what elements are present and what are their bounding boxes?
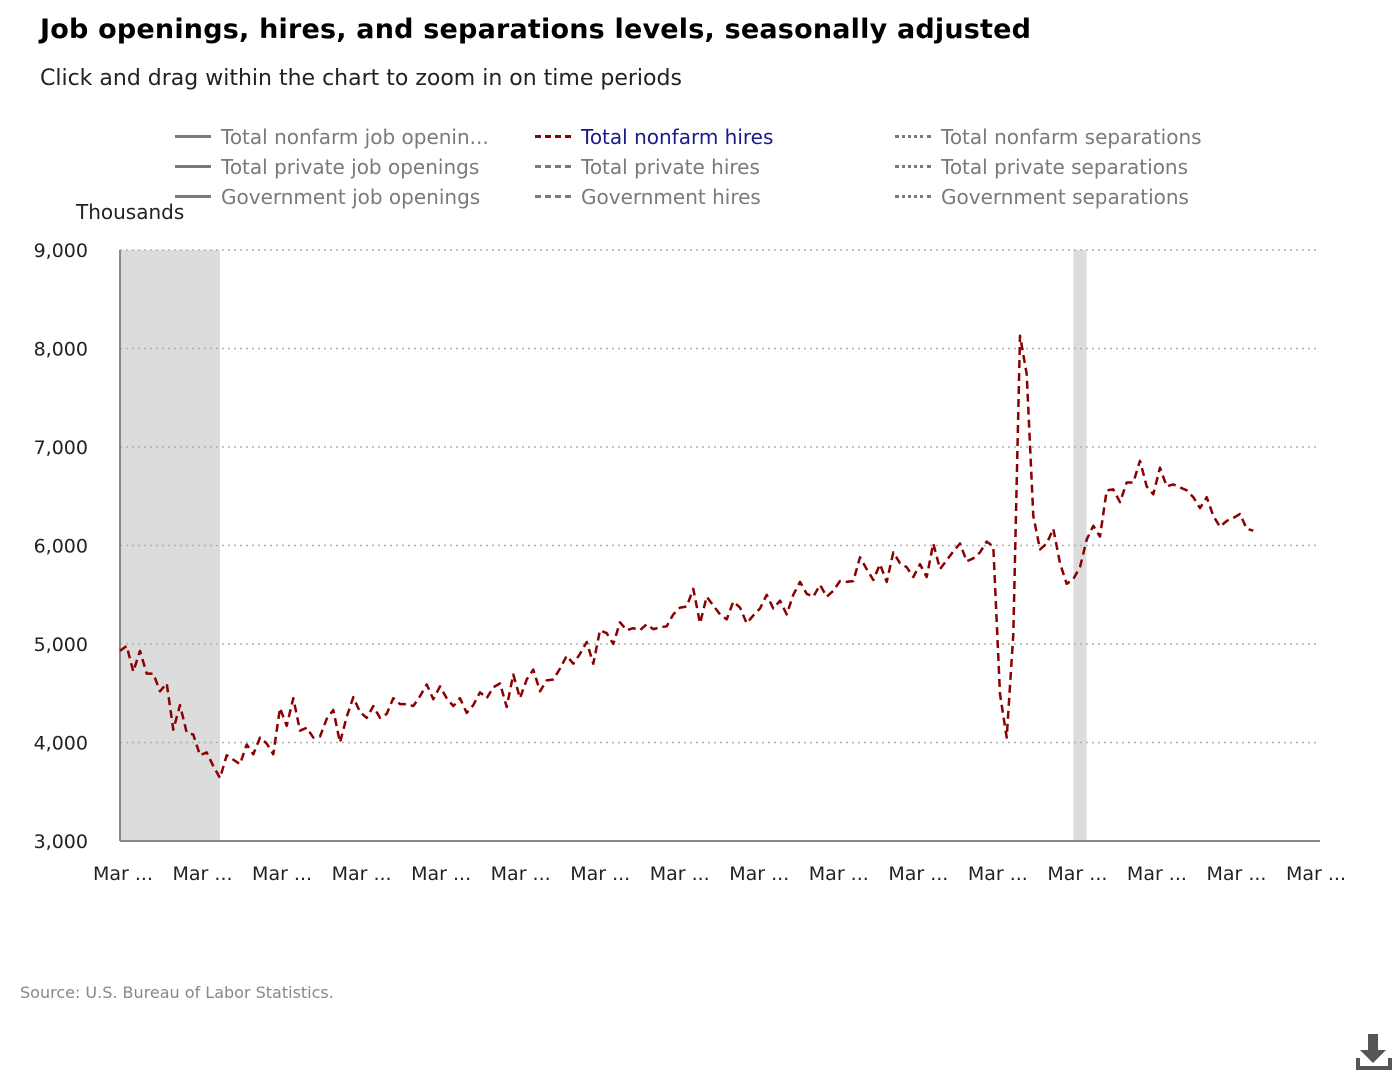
x-tick-label: Mar ... — [570, 863, 630, 885]
dashed-line-icon — [535, 194, 571, 200]
x-tick-label: Mar ... — [729, 863, 789, 885]
dashed-line-icon — [535, 164, 571, 170]
chart-title: Job openings, hires, and separations lev… — [40, 14, 1032, 45]
x-tick-label: Mar ... — [252, 863, 312, 885]
source-note: Source: U.S. Bureau of Labor Statistics. — [20, 983, 334, 1002]
x-tick-label: Mar ... — [332, 863, 392, 885]
y-tick-label: 7,000 — [34, 437, 88, 459]
legend-item-government-hires[interactable]: Government hires — [535, 182, 761, 212]
y-tick-label: 6,000 — [34, 536, 88, 558]
legend-label: Government separations — [941, 185, 1189, 209]
legend-item-government-separations[interactable]: Government separations — [895, 182, 1189, 212]
legend-item-total-nonfarm-separations[interactable]: Total nonfarm separations — [895, 122, 1202, 152]
chart-subtitle: Click and drag within the chart to zoom … — [40, 66, 682, 91]
dotted-line-icon — [895, 164, 931, 170]
y-tick-label: 4,000 — [34, 733, 88, 755]
legend-item-total-nonfarm-hires[interactable]: Total nonfarm hires — [535, 122, 773, 152]
x-tick-label: Mar ... — [491, 863, 551, 885]
legend-item-total-private-hires[interactable]: Total private hires — [535, 152, 760, 182]
y-tick-label: 9,000 — [34, 240, 88, 262]
legend-label: Total private separations — [941, 155, 1189, 179]
x-tick-label: Mar ... — [1206, 863, 1266, 885]
chart-plot-area[interactable]: 3,000 4,000 5,000 6,000 7,000 8,000 9,000 Mar .… — [0, 230, 1400, 910]
x-tick-label: Mar ... — [1047, 863, 1107, 885]
legend-label: Government hires — [581, 185, 761, 209]
series-line-total-nonfarm-hires — [119, 334, 1254, 780]
x-tick-label: Mar ... — [888, 863, 948, 885]
legend-label: Total nonfarm separations — [941, 125, 1202, 149]
legend-label: Total private job openings — [221, 155, 480, 179]
legend-item-government-openings[interactable]: Government job openings — [175, 182, 480, 212]
download-icon[interactable] — [1352, 1030, 1396, 1074]
dashed-line-icon — [535, 134, 571, 140]
dotted-line-icon — [895, 194, 931, 200]
legend-item-total-nonfarm-openings[interactable]: Total nonfarm job openin... — [175, 122, 489, 152]
y-tick-label: 5,000 — [34, 634, 88, 656]
y-tick-label: 8,000 — [34, 339, 88, 361]
x-tick-label: Mar ... — [93, 863, 153, 885]
legend-label: Total nonfarm job openin... — [221, 125, 489, 149]
x-tick-label: Mar ... — [650, 863, 710, 885]
legend-item-total-private-openings[interactable]: Total private job openings — [175, 152, 479, 182]
x-tick-label: Mar ... — [173, 863, 233, 885]
legend-label: Government job openings — [221, 185, 481, 209]
solid-line-icon — [175, 164, 211, 170]
legend-label: Total private hires — [581, 155, 760, 179]
y-tick-label: 3,000 — [34, 831, 88, 853]
legend: Total nonfarm job openin... Total privat… — [175, 122, 1275, 217]
solid-line-icon — [175, 134, 211, 140]
x-tick-label: Mar ... — [809, 863, 869, 885]
x-tick-label: Mar ... — [1286, 863, 1346, 885]
legend-item-total-private-separations[interactable]: Total private separations — [895, 152, 1188, 182]
dotted-line-icon — [895, 134, 931, 140]
x-tick-label: Mar ... — [411, 863, 471, 885]
solid-line-icon — [175, 194, 211, 200]
x-tick-label: Mar ... — [1127, 863, 1187, 885]
legend-label: Total nonfarm hires — [581, 125, 774, 149]
x-tick-label: Mar ... — [968, 863, 1028, 885]
y-axis-label: Thousands — [76, 200, 185, 224]
